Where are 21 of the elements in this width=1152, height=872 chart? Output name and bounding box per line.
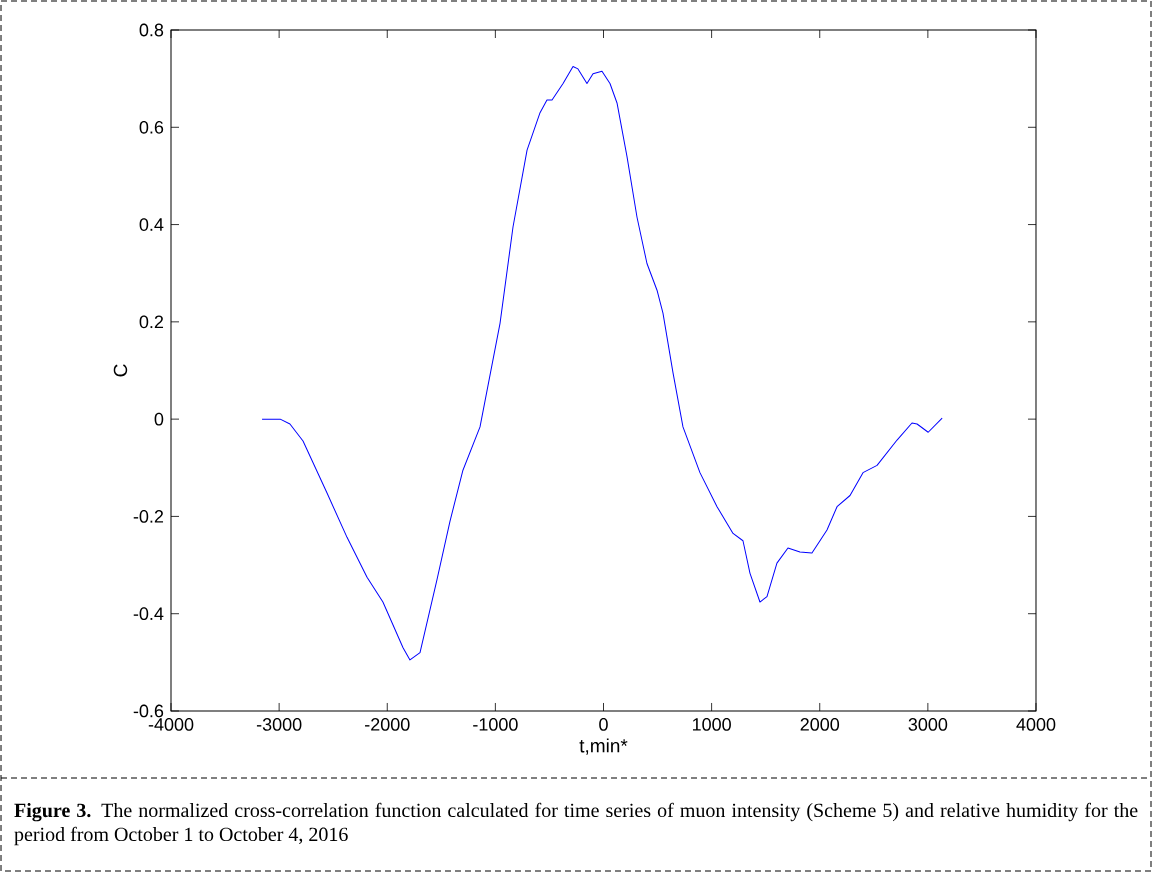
x-tick-label: -3000 [256,718,302,731]
y-tick-label: -0.2 [133,510,164,523]
x-tick-label: -1000 [473,718,518,731]
y-axis-title: C [113,364,128,377]
line-series [261,65,943,661]
x-tick-label: 1000 [692,718,731,731]
x-tick-label: 0 [599,718,608,731]
y-tick-label: -0.4 [133,607,164,621]
text: Figure 3. The normalized cross-correlation function calculated for time series of muon intensity (Scheme 5) and relative humidity for the period from October 1 to October 4, 2016 [14,802,1138,846]
x-tick-label: 3000 [908,718,948,731]
y-tick-label: 0.8 [139,23,164,37]
x-axis-title: t,min* [579,738,628,755]
y-tick-label: 0.4 [139,218,164,231]
x-tick-label: 2000 [800,718,840,731]
y-tick-label: -0.6 [133,704,164,718]
y-tick-label: 0.6 [139,120,164,134]
x-tick-label: -4000 [148,718,194,731]
y-tick-label: 0 [154,412,164,426]
x-tick-label: 4000 [1016,718,1056,731]
y-tick-label: 0.2 [139,315,164,329]
x-tick-label: -2000 [365,718,410,731]
